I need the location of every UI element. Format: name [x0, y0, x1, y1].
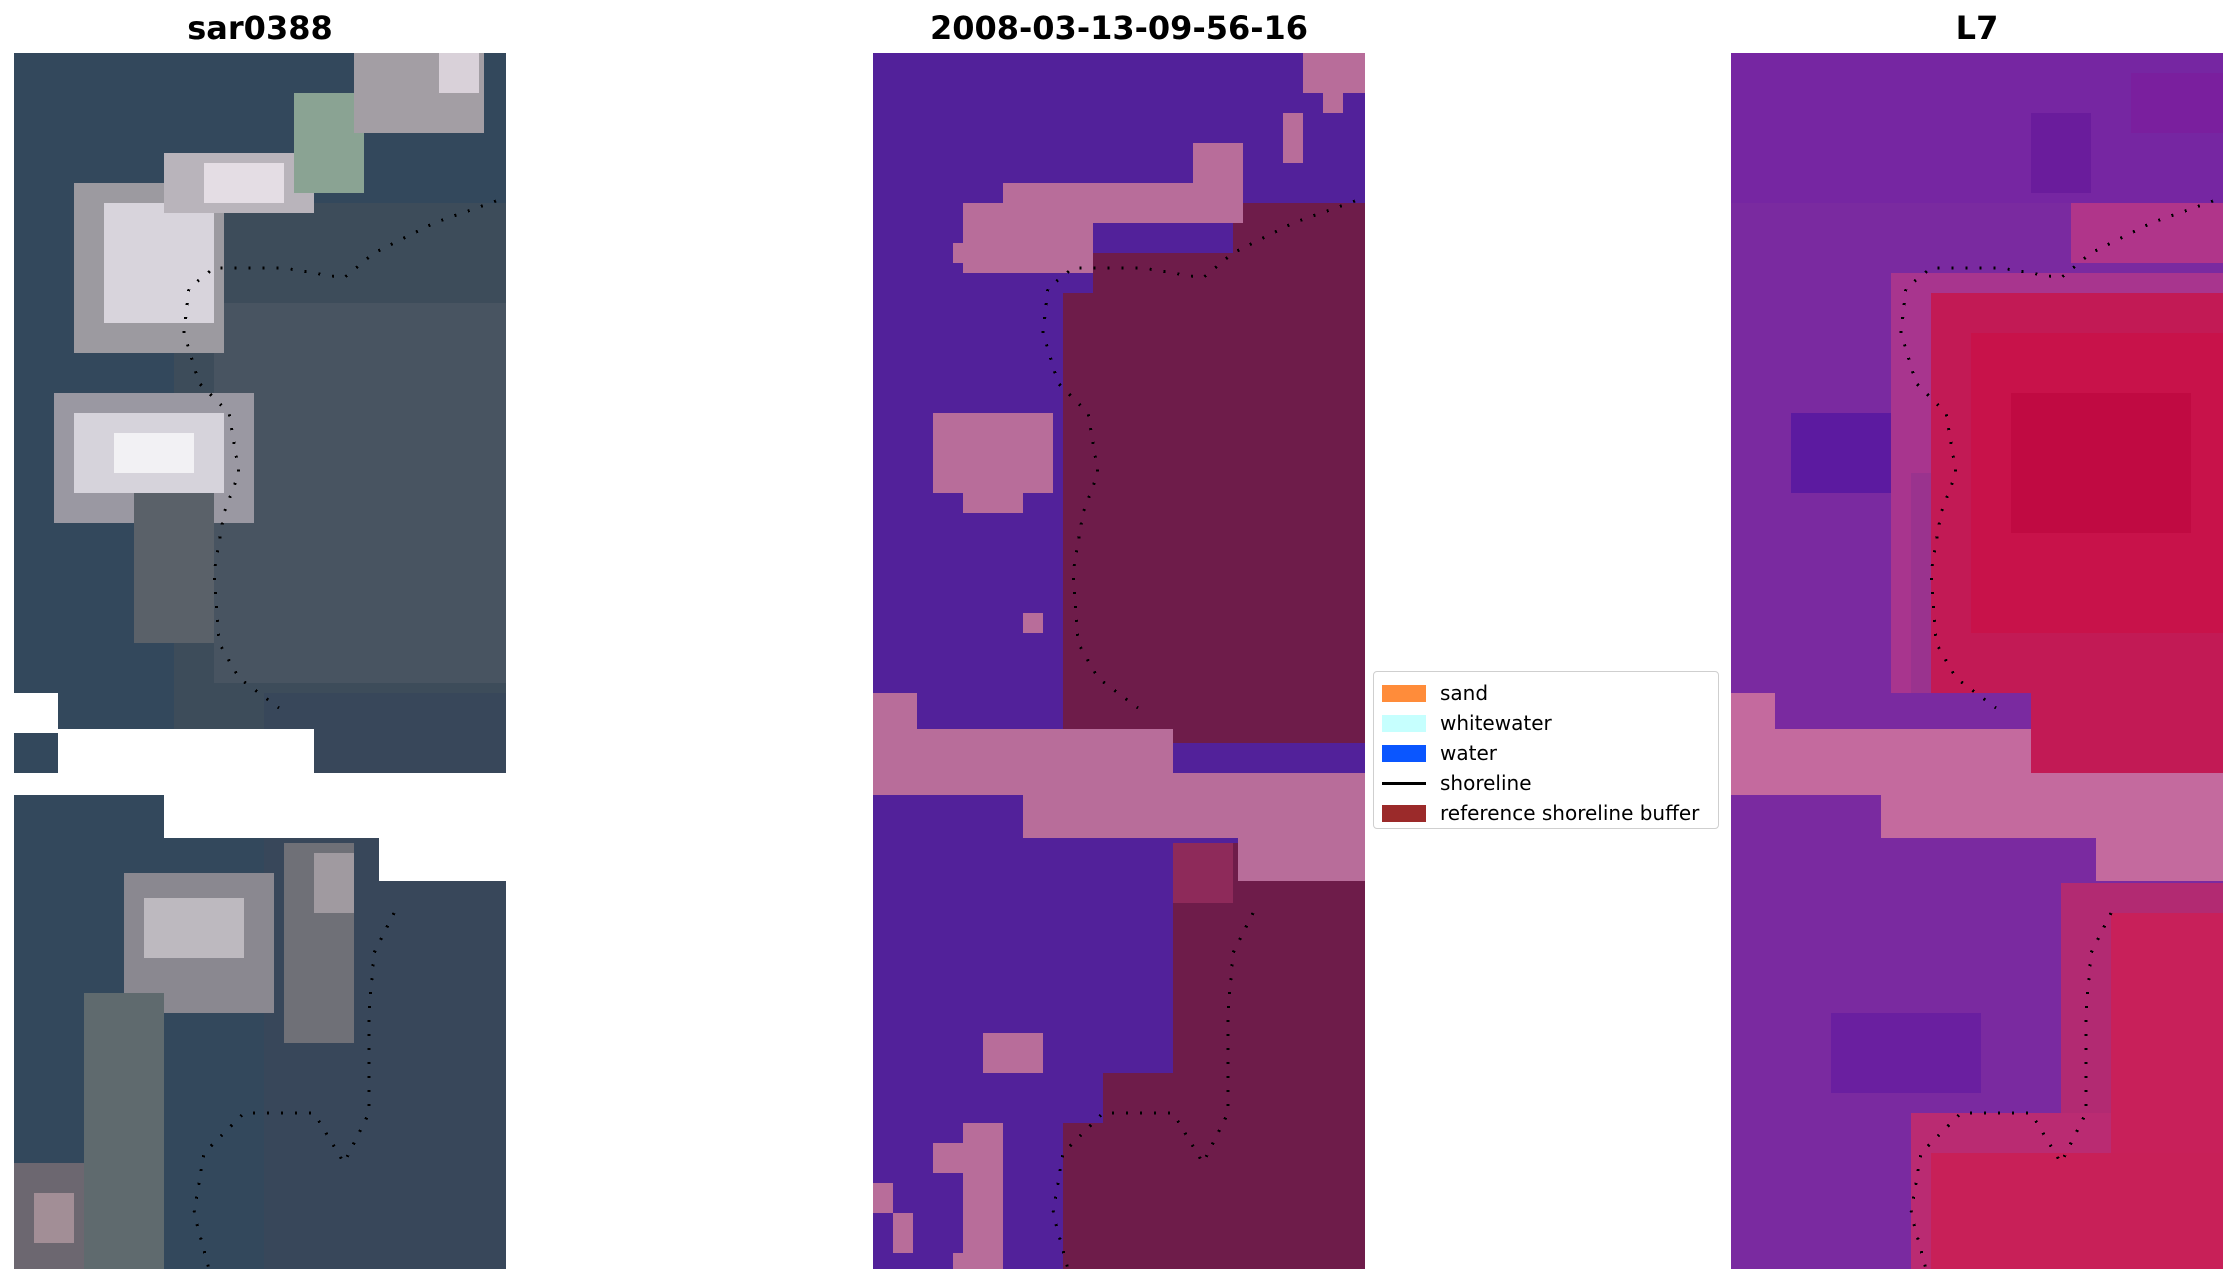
legend-item-shoreline: shoreline — [1382, 768, 1718, 798]
classified-image — [873, 53, 1365, 1269]
shoreline-overlay — [1041, 199, 1356, 1269]
legend-item-reference-buffer: reference shoreline buffer — [1382, 798, 1718, 828]
legend-label: water — [1440, 741, 1497, 765]
legend-item-whitewater: whitewater — [1382, 708, 1718, 738]
rgb-image-panel — [14, 53, 506, 1269]
index-image — [1731, 53, 2223, 1269]
classified-image-panel — [873, 53, 1365, 1269]
rgb-image — [14, 53, 506, 1269]
panel-title-rgb: sar0388 — [187, 9, 333, 47]
legend-swatch-whitewater — [1382, 714, 1426, 732]
legend-label: reference shoreline buffer — [1440, 801, 1700, 825]
legend-swatch-water — [1382, 744, 1426, 762]
legend-label: shoreline — [1440, 771, 1532, 795]
legend-line-shoreline — [1382, 781, 1426, 785]
shoreline-overlay — [182, 199, 497, 1269]
legend-swatch-sand — [1382, 684, 1426, 702]
panel-title-classified: 2008-03-13-09-56-16 — [929, 9, 1309, 47]
legend-label: sand — [1440, 681, 1489, 705]
legend-swatch-reference-buffer — [1382, 804, 1426, 822]
panel-title-index: L7 — [1955, 9, 1999, 47]
legend: sand whitewater water shoreline referenc… — [1373, 671, 1719, 829]
legend-label: whitewater — [1440, 711, 1552, 735]
legend-item-sand: sand — [1382, 678, 1718, 708]
shoreline-overlay — [1899, 199, 2214, 1269]
legend-item-water: water — [1382, 738, 1718, 768]
index-image-panel — [1731, 53, 2223, 1269]
